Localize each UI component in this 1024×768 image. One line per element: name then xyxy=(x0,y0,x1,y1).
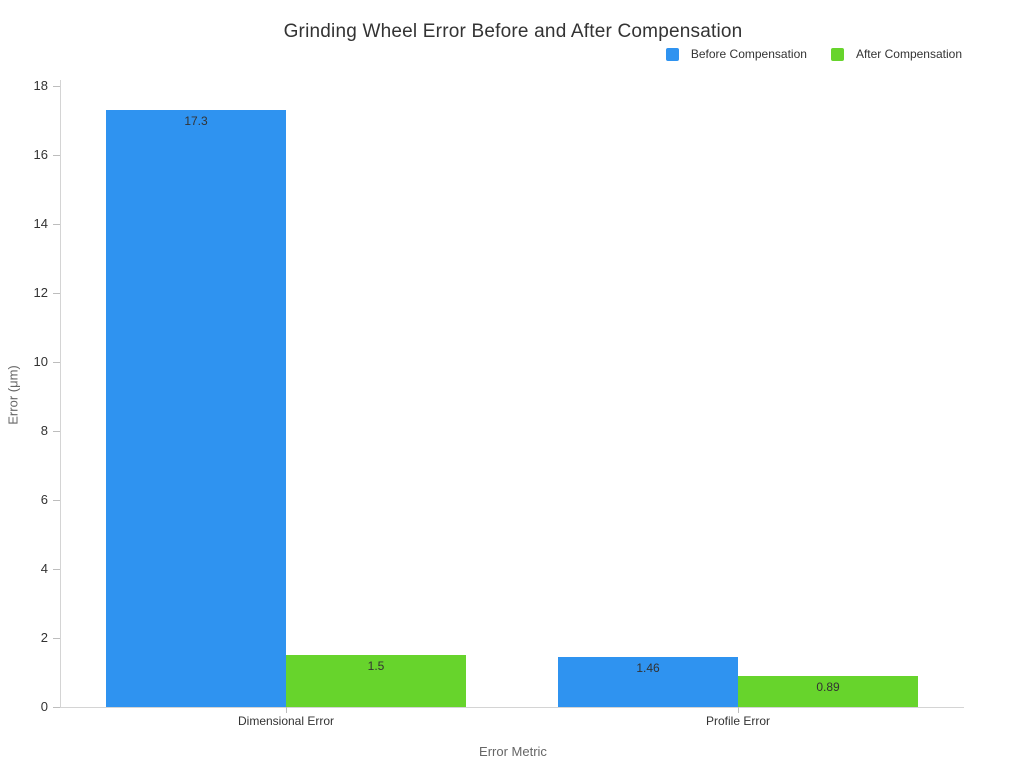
bar-value-label: 0.89 xyxy=(816,680,840,695)
y-axis-line xyxy=(60,80,61,707)
y-tick-label: 4 xyxy=(40,561,48,576)
y-tick-label: 14 xyxy=(33,216,48,231)
x-axis-line xyxy=(60,707,964,708)
bar-before-compensation-1 xyxy=(558,656,738,707)
y-tick-mark xyxy=(53,430,60,432)
y-tick-mark xyxy=(53,85,60,87)
y-tick-label: 2 xyxy=(40,630,48,645)
legend-label: Before Compensation xyxy=(690,47,807,61)
legend-swatch-icon xyxy=(830,47,844,61)
x-tick-label: Dimensional Error xyxy=(237,714,335,728)
y-tick-mark xyxy=(53,568,60,570)
y-tick-mark xyxy=(53,637,60,639)
y-tick-label: 12 xyxy=(33,285,48,300)
y-tick-mark xyxy=(53,706,60,708)
legend-swatch-icon xyxy=(665,47,679,61)
y-tick-label: 18 xyxy=(33,78,48,93)
bar-before-compensation-0 xyxy=(106,110,286,707)
x-axis-title: Error Metric xyxy=(479,744,547,759)
y-tick-label: 6 xyxy=(40,492,48,507)
bar-after-compensation-1 xyxy=(738,676,918,707)
bar-value-label: 17.3 xyxy=(184,114,208,129)
x-tick-label: Profile Error xyxy=(705,714,770,728)
legend-label: After Compensation xyxy=(855,47,962,61)
y-tick-label: 16 xyxy=(33,147,48,162)
legend-item: After Compensation xyxy=(830,47,962,61)
legend-item: Before Compensation xyxy=(665,47,807,61)
y-tick-mark xyxy=(53,292,60,294)
legend: Before Compensation After Compensation xyxy=(665,45,962,63)
y-tick-label: 8 xyxy=(40,423,48,438)
bar-value-label: 1.46 xyxy=(636,660,660,675)
y-tick-mark xyxy=(53,361,60,363)
y-tick-mark xyxy=(53,154,60,156)
x-tick-mark xyxy=(737,707,739,713)
y-tick-label: 10 xyxy=(33,354,48,369)
y-tick-mark xyxy=(53,223,60,225)
y-tick-label: 0 xyxy=(40,699,48,714)
bar-value-label: 1.5 xyxy=(367,659,385,674)
chart-title: Grinding Wheel Error Before and After Co… xyxy=(283,21,743,42)
y-tick-mark xyxy=(53,499,60,501)
x-tick-mark xyxy=(285,707,287,713)
bar-after-compensation-0 xyxy=(286,655,466,707)
